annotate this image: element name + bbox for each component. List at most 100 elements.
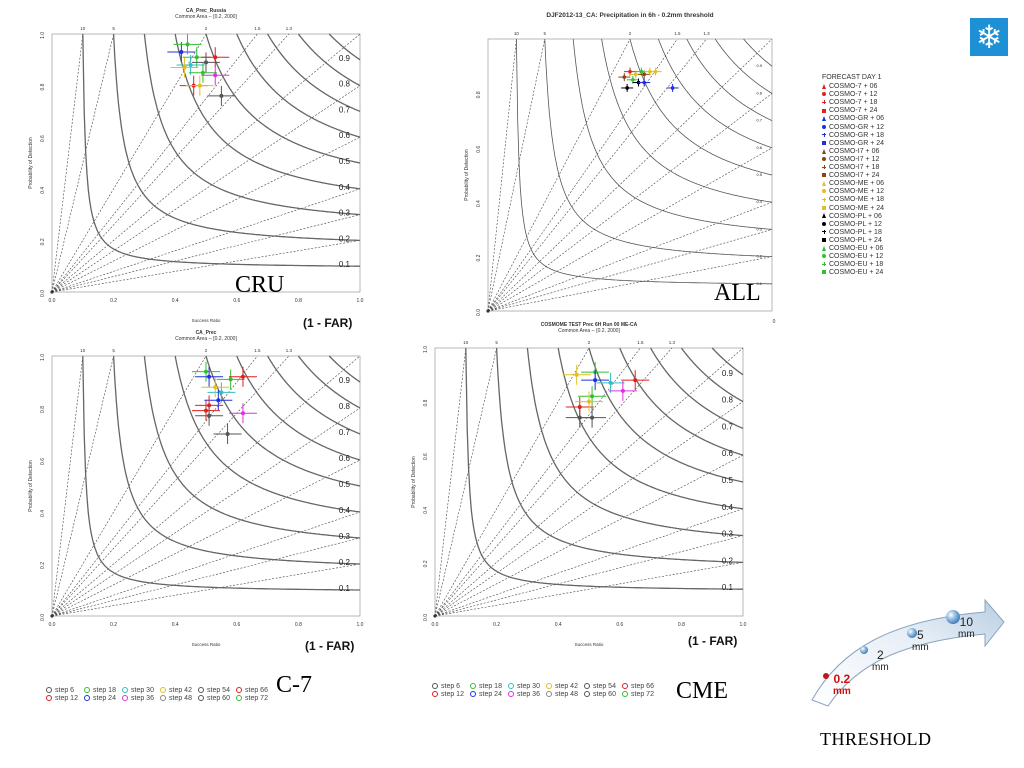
bias-label: 5 [112,348,115,353]
plus-marker-icon [822,262,826,267]
y-tick-label: 1.0 [423,346,429,353]
forecast-legend-label: COSMO-7 + 12 [829,91,878,99]
x-tick-label: 1.0 [357,298,364,304]
point-marker [633,72,638,77]
step-legend-item: step 36 [122,695,154,702]
far-label-cme: (1 - FAR) [688,634,738,648]
point-marker [670,86,675,90]
bias-label: 1.3 [669,340,676,345]
csi-curve [465,347,743,590]
bias-line [487,38,546,312]
step-legend-label: step 24 [93,695,116,702]
far-label-c7: (1 - FAR) [305,639,355,653]
triangle-marker-icon [822,245,826,251]
point-marker [213,385,218,390]
csi-curve [236,355,361,461]
bias-label: 1.5 [637,340,644,345]
csi-curve [619,347,744,456]
step-legend-label: step 54 [593,683,616,690]
step-legend-label: step 48 [169,695,192,702]
forecast-legend-label: COSMO-EU + 12 [829,253,884,261]
point-marker [225,432,230,436]
step-legend-label: step 60 [593,691,616,698]
data-point [192,361,220,382]
forecast-legend-item: COSMO-7 + 18 [822,99,884,107]
point-marker [204,369,208,374]
legend-circle-icon [160,687,166,694]
point-marker [633,378,638,383]
origin-marker [50,614,54,618]
step-legend-label: step 54 [207,687,230,694]
point-marker [240,411,245,416]
y-tick-label: 0.8 [423,399,429,406]
point-marker [216,398,221,403]
bias-label: 2 [205,348,208,353]
x-tick-label: 1.0 [740,622,747,628]
bias-line [434,535,744,617]
csi-label: 0.6 [339,131,351,140]
bias-line [51,33,290,293]
bias-label: 10 [514,31,520,36]
csi-label: 0.7 [339,105,351,114]
csi-label: 0.8 [722,396,734,405]
legend-circle-icon [84,687,90,694]
forecast-legend-label: COSMO-I7 + 12 [829,155,880,163]
snowflake-icon: ❄ [970,18,1008,56]
bias-line [51,240,361,293]
point-marker [200,70,205,75]
csi-label: 0.3 [339,209,351,218]
data-point [207,85,236,106]
csi-curve [328,355,361,383]
threshold-ball-1 [860,646,868,654]
threshold-label-2: 5 mm [912,628,929,653]
x-tick-label: 0.6 [233,622,240,628]
point-marker [590,415,595,420]
csi-curve [174,33,361,190]
x-tick-label: 0.4 [172,298,179,304]
y-tick-label: 0.8 [40,406,46,413]
bias-line [434,347,497,617]
legend-circle-icon [122,695,128,702]
chart-title: COSMOME TEST Prec 6H Run 00 ME-CA [541,322,638,328]
point-marker [213,55,218,60]
bias-line [487,38,678,312]
legend-circle-icon [584,683,590,690]
bias-label: 5 [112,26,115,31]
y-axis-label: Probability of Detection [28,137,34,189]
data-point [581,370,610,391]
legend-circle-icon [470,683,476,690]
forecast-legend-item: COSMO-I7 + 06 [822,148,884,156]
step-legend-item: step 54 [584,683,616,690]
plus-marker-icon [822,165,826,170]
legend-circle-icon [432,691,438,698]
bias-line [51,33,114,293]
bias-line [51,85,361,293]
data-point [578,386,607,407]
legend-circle-icon [236,695,242,702]
chart-panel-cme: COSMOME TEST Prec 6H Run 00 ME-CA Common … [395,320,775,650]
step-legend-label: step 24 [479,691,502,698]
y-tick-label: 0.4 [476,200,482,207]
point-marker [625,86,629,90]
forecast-legend-item: COSMO-I7 + 18 [822,164,884,172]
csi-curve [495,347,743,564]
square-marker-icon [822,173,826,178]
forecast-legend-label: COSMO-I7 + 18 [829,164,880,172]
data-point [626,75,639,84]
point-marker [204,60,208,65]
step-legend-label: step 30 [517,683,540,690]
x-tick-label: 0.2 [110,298,117,304]
csi-label: 0.2 [339,234,351,243]
x-tick-label: 0.0 [49,622,56,628]
point-marker [228,377,233,382]
data-point [228,403,257,424]
step-legend-label: step 60 [207,695,230,702]
forecast-legend-label: COSMO-7 + 06 [829,83,878,91]
forecast-legend-item: COSMO-PL + 12 [822,221,884,229]
triangle-marker-icon [822,213,826,219]
forecast-legend-label: COSMO-GR + 12 [829,123,885,131]
point-marker [219,93,224,98]
performance-diagram-all: DJF2012-13_CA: Precipitation in 6h - 0.2… [464,12,776,325]
triangle-marker-icon [822,83,826,89]
